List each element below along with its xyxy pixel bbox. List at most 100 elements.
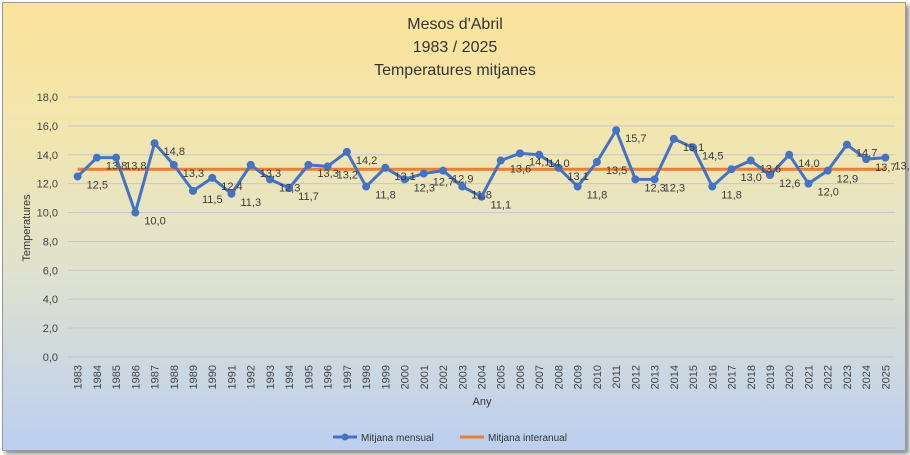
data-point [169,160,178,169]
data-label: 13,5 [606,165,627,177]
data-label: 14,8 [164,146,185,158]
data-point [631,175,640,184]
y-tick-label: 4,0 [43,294,58,306]
x-axis-title: Any [473,396,492,408]
x-tick-label: 2022 [823,365,835,389]
data-label: 12,9 [837,174,858,186]
y-tick-label: 6,0 [43,265,58,277]
x-tick-label: 1983 [73,365,85,389]
data-label: 10,0 [144,216,165,228]
x-tick-label: 2005 [496,365,508,389]
data-label: 13,8 [894,161,910,173]
data-point [573,182,582,191]
x-tick-label: 2017 [727,365,739,389]
chart-title-line-2: 1983 / 2025 [413,39,498,56]
data-point [612,126,621,135]
data-point [400,175,409,184]
y-tick-label: 16,0 [37,121,58,133]
x-tick-label: 2011 [611,365,623,389]
data-point [73,172,82,181]
x-tick-label: 2012 [630,365,642,389]
x-tick-label: 1991 [226,365,238,389]
data-label: 13,8 [125,161,146,173]
x-tick-label: 1985 [111,365,123,389]
data-label: 13,6 [510,164,531,176]
x-tick-label: 2014 [669,365,681,389]
x-tick-label: 1987 [150,365,162,389]
data-point [439,166,448,175]
x-tick-label: 1999 [380,365,392,389]
data-label: 11,1 [491,200,512,212]
x-tick-label: 1995 [303,365,315,389]
data-label: 15,7 [625,133,646,145]
data-point [708,182,717,191]
x-axis-ticks: 1983 1984 1985 1986 1987 1988 1989 1990 1991 1992… [73,365,893,389]
data-label: 12,7 [433,177,454,189]
data-point [804,179,813,188]
data-point [515,149,524,158]
data-label: 11,8 [721,190,742,202]
data-point [208,173,217,182]
y-tick-label: 10,0 [37,208,58,220]
data-point [746,156,755,165]
data-label: 14,0 [798,158,819,170]
legend-marker-mitjana-mensual [341,433,349,441]
y-tick-label: 0,0 [43,352,58,364]
data-label: 12,6 [779,178,800,190]
x-tick-label: 1988 [169,365,181,389]
data-label: 11,3 [240,197,261,209]
data-label: 13,0 [741,172,762,184]
data-label: 14,5 [702,151,723,163]
x-tick-label: 2008 [553,365,565,389]
x-tick-label: 2007 [534,365,546,389]
x-tick-label: 2025 [880,365,892,389]
data-label: 13,7 [875,162,896,174]
data-point [150,139,159,148]
data-point [554,163,563,172]
data-point [823,166,832,175]
x-tick-label: 1984 [92,365,104,389]
x-tick-label: 2020 [784,365,796,389]
y-tick-label: 8,0 [43,236,58,248]
data-point [323,162,332,171]
data-point [592,158,601,166]
data-label: 13,3 [317,168,338,180]
data-label: 11,8 [471,190,492,202]
data-point [92,153,101,162]
x-tick-label: 1990 [207,365,219,389]
x-tick-label: 1996 [323,365,335,389]
data-point [785,150,794,159]
legend-label-mitjana-interanual: Mitjana interanual [488,433,567,444]
data-label: 14,0 [548,158,569,170]
data-label: 15,1 [683,142,704,154]
x-tick-label: 2021 [803,365,815,389]
x-tick-label: 2003 [457,365,469,389]
data-label: 13,1 [567,171,588,183]
y-tick-label: 12,0 [37,179,58,191]
data-label: 13,3 [183,168,204,180]
data-label: 14,7 [856,148,877,160]
data-label: 13,8 [106,161,127,173]
data-point [342,147,351,156]
data-label: 11,8 [375,190,396,202]
data-point [246,160,255,169]
chart-title-line-1: Mesos d'Abril [407,16,503,33]
x-tick-label: 2002 [438,365,450,389]
data-point [189,186,198,195]
x-tick-label: 2000 [400,365,412,389]
data-label: 12,3 [664,182,685,194]
data-point [304,160,313,169]
x-tick-label: 1986 [130,365,142,389]
data-point [419,169,428,178]
data-label: 11,5 [202,194,223,206]
data-label: 13,6 [760,164,781,176]
data-point [227,189,236,198]
data-label: 13,2 [337,169,358,181]
x-tick-label: 2015 [688,365,700,389]
chart-title-line-3: Temperatures mitjanes [374,62,536,79]
data-label: 13,3 [260,168,281,180]
x-tick-label: 1989 [188,365,200,389]
x-tick-label: 2006 [515,365,527,389]
